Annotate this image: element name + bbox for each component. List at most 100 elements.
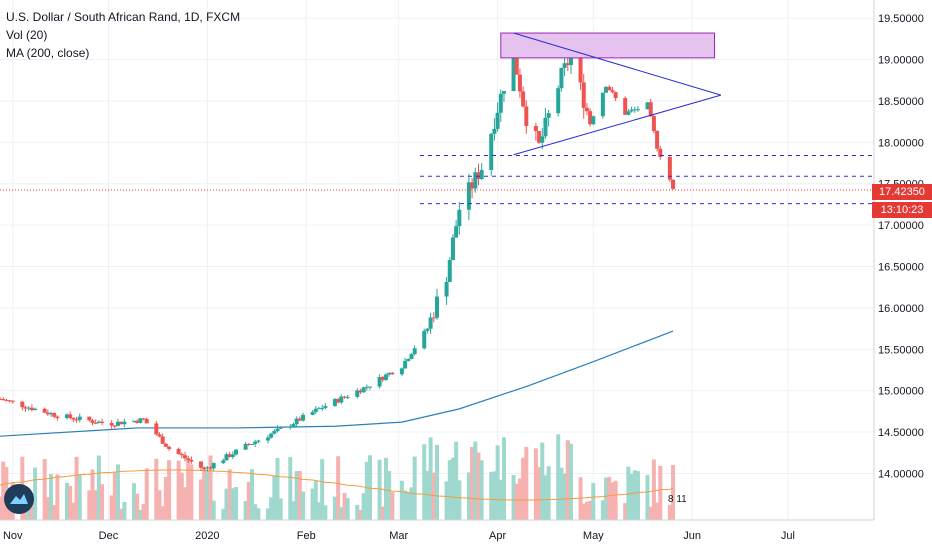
volume-bar — [186, 459, 191, 520]
volume-bar — [623, 503, 628, 520]
candle-body — [667, 156, 672, 180]
candle-body — [562, 63, 567, 68]
triangle-lower-line — [513, 94, 722, 156]
volume-bar — [495, 445, 500, 520]
volume-bar — [160, 506, 165, 520]
candle-body — [227, 454, 232, 457]
volume-bar — [671, 465, 676, 520]
candle-body — [361, 387, 366, 393]
candle-body — [457, 209, 462, 227]
price-tick-label: 15.00000 — [878, 386, 924, 398]
volume-bar — [355, 504, 360, 520]
candle-body — [49, 413, 54, 415]
candle-body — [543, 117, 548, 137]
volume-bar — [45, 497, 50, 520]
price-tick-label: 14.50000 — [878, 427, 924, 439]
tradingview-logo-icon[interactable] — [4, 484, 34, 514]
volume-bar — [167, 460, 172, 520]
volume-bar — [476, 452, 481, 520]
volume-bar — [399, 480, 404, 520]
candle-body — [524, 106, 529, 127]
candle-body — [476, 172, 481, 180]
price-tick-label: 17.00000 — [878, 220, 924, 232]
volume-bar — [380, 506, 385, 520]
candle-body — [234, 449, 239, 455]
candle-body — [364, 386, 369, 388]
volume-bar — [294, 471, 299, 520]
candle-body — [581, 82, 586, 108]
volume-bar — [559, 467, 564, 520]
candle-body — [332, 399, 337, 407]
candle-body — [160, 436, 165, 444]
candle-body — [269, 433, 274, 438]
candle-body — [428, 317, 433, 329]
candle-body — [495, 112, 500, 129]
candle-body — [291, 424, 296, 427]
legend-volume[interactable]: Vol (20) — [6, 28, 48, 42]
legend-symbol[interactable]: U.S. Dollar / South African Rand, 1D, FX… — [6, 10, 241, 24]
volume-bar — [568, 443, 573, 520]
candle-body — [604, 86, 609, 93]
candle-body — [629, 109, 634, 112]
time-tick-label: Dec — [99, 530, 119, 542]
candle-body — [600, 92, 605, 117]
volume-bar — [278, 498, 283, 520]
volume-bar — [316, 502, 321, 520]
candle-body — [422, 330, 427, 349]
volume-bar — [116, 464, 121, 520]
candle-body — [578, 54, 583, 83]
candle-body — [109, 422, 114, 426]
candle-body — [406, 358, 411, 362]
volume-bar — [265, 508, 270, 520]
candle-body — [470, 182, 475, 189]
triangle-upper-line — [513, 32, 722, 96]
candle-body — [33, 408, 38, 411]
candle-body — [479, 169, 484, 180]
volume-bar — [368, 455, 373, 520]
volume-bar — [610, 482, 615, 520]
volume-bar — [501, 437, 506, 520]
volume-bar — [626, 466, 631, 520]
volume-bar — [64, 482, 69, 520]
volume-bar — [537, 467, 542, 520]
volume-bar — [211, 500, 216, 520]
candle-body — [409, 354, 414, 359]
volume-bar — [256, 508, 261, 520]
candle-body — [658, 148, 663, 157]
legend-ma[interactable]: MA (200, close) — [6, 46, 90, 60]
volume-bar — [607, 476, 612, 520]
candle-body — [655, 130, 660, 149]
price-tick-label: 18.50000 — [878, 96, 924, 108]
candle-body — [377, 376, 382, 387]
candle-body — [29, 407, 34, 411]
volume-bar — [179, 472, 184, 520]
candle-body — [42, 408, 47, 413]
volume-readout: 8 11 — [668, 494, 687, 505]
candle-body — [87, 416, 92, 421]
candle-body — [64, 414, 69, 419]
volume-bar — [208, 455, 213, 520]
candle-body — [243, 443, 248, 450]
volume-bar — [96, 455, 101, 520]
volume-bar — [447, 460, 452, 520]
candle-body — [288, 426, 293, 428]
volume-bar — [189, 464, 194, 520]
volume-bar — [141, 504, 146, 520]
countdown-tag: 13:10:23 — [872, 202, 932, 218]
candle-body — [632, 109, 637, 111]
candle-body — [623, 98, 628, 115]
candle-body — [77, 416, 82, 420]
volume-bar — [227, 469, 232, 520]
volume-bar — [71, 502, 76, 520]
candle-body — [208, 467, 213, 469]
candle-body — [26, 407, 31, 409]
candle-body — [157, 434, 162, 437]
candle-body — [278, 427, 283, 429]
candle-body — [154, 423, 159, 435]
candle-body — [141, 418, 146, 420]
volume-bar — [425, 470, 430, 520]
price-tick-label: 15.50000 — [878, 344, 924, 356]
candle-body — [492, 128, 497, 134]
candle-body — [224, 454, 229, 461]
